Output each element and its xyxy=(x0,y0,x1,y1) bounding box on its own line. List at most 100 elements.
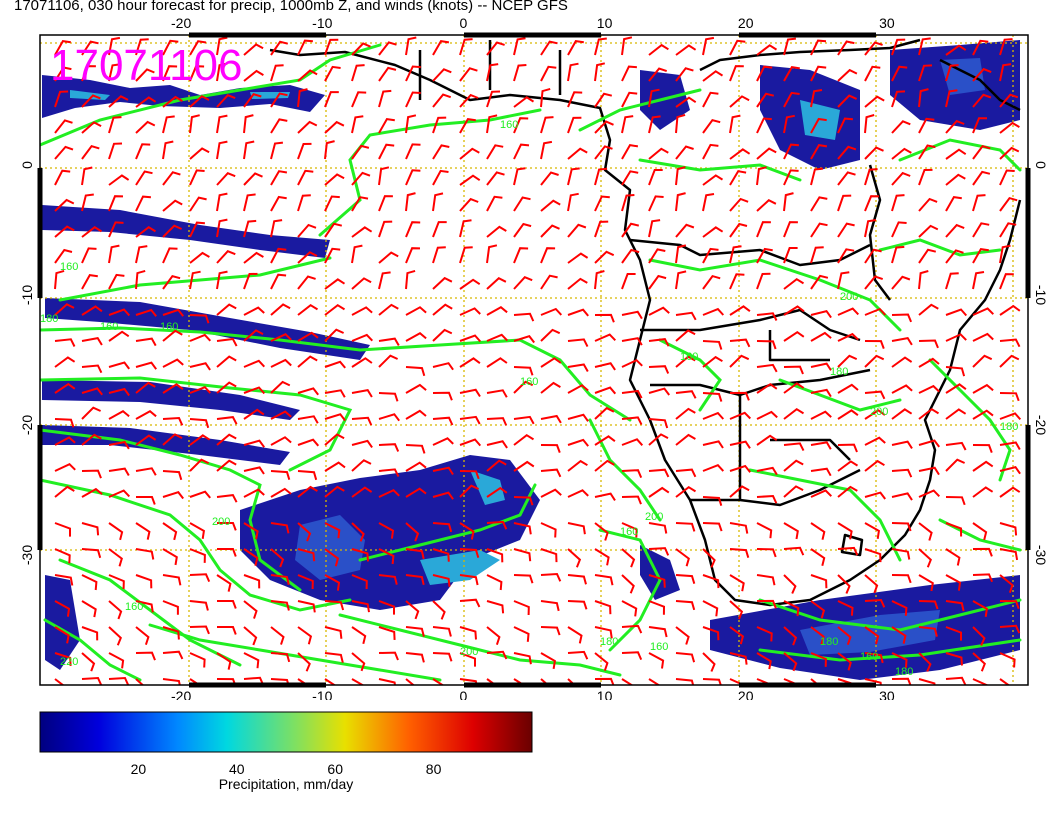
wind-barb xyxy=(702,91,719,108)
wind-barb xyxy=(432,93,452,108)
wind-barb xyxy=(486,144,504,160)
wind-barb xyxy=(162,247,178,264)
wind-barb xyxy=(837,248,855,264)
wind-barb xyxy=(837,171,856,186)
wind-barb xyxy=(837,332,859,342)
wind-barb xyxy=(999,678,1011,685)
wind-barb xyxy=(459,357,481,368)
wind-barb xyxy=(135,467,157,476)
wind-barb xyxy=(972,145,991,160)
wind-barb xyxy=(864,409,886,420)
wind-barb xyxy=(324,485,345,498)
wind-barb xyxy=(594,37,607,56)
wind-barb xyxy=(810,522,826,540)
wind-barb xyxy=(135,626,150,646)
wind-barb xyxy=(108,548,123,567)
wind-barb xyxy=(324,328,345,342)
wind-barb xyxy=(621,65,637,82)
wind-barb xyxy=(216,355,237,368)
wind-barb xyxy=(945,548,961,566)
wind-barb xyxy=(324,140,335,160)
contour-label: 160 xyxy=(60,261,78,273)
wind-barb xyxy=(567,91,583,108)
wind-barb xyxy=(108,63,121,82)
wind-barb xyxy=(648,88,660,108)
wind-barb xyxy=(540,140,553,160)
wind-barb xyxy=(864,652,884,664)
wind-barb xyxy=(189,333,212,342)
wind-barb xyxy=(108,308,131,317)
wind-barb xyxy=(837,600,854,616)
wind-barb xyxy=(270,247,287,264)
wind-barb xyxy=(405,600,420,620)
lat-tick-left: -10 xyxy=(19,285,35,305)
wind-barb xyxy=(513,496,534,506)
wind-barb xyxy=(351,277,372,290)
wind-barb xyxy=(810,246,824,264)
wind-barb xyxy=(432,466,454,476)
wind-barb xyxy=(270,118,288,134)
wind-barb xyxy=(594,548,610,566)
wind-barb xyxy=(162,358,184,368)
wind-barb xyxy=(459,118,476,134)
wind-barb xyxy=(243,219,257,238)
wind-barb xyxy=(675,166,686,186)
wind-barb xyxy=(945,173,966,186)
wind-barb xyxy=(270,380,291,394)
wind-barb xyxy=(378,271,391,290)
wind-barb xyxy=(81,406,102,420)
wind-barb xyxy=(648,115,661,134)
wind-barb xyxy=(54,303,75,316)
wind-barb xyxy=(675,244,687,264)
wind-barb xyxy=(891,90,906,108)
wind-barb xyxy=(405,574,425,586)
wind-barb xyxy=(810,678,820,685)
wind-barb xyxy=(972,170,991,186)
lon-tick-bottom: -20 xyxy=(171,688,191,700)
wind-barb xyxy=(189,196,207,212)
wind-barb xyxy=(189,114,200,134)
contour-label: 220 xyxy=(60,656,78,668)
wind-barb xyxy=(405,522,420,542)
wind-barb xyxy=(432,362,454,371)
wind-barb xyxy=(729,440,751,449)
wind-barb xyxy=(567,489,589,498)
contour-label: 200 xyxy=(840,291,858,303)
wind-barb xyxy=(945,441,967,451)
wind-barb xyxy=(918,439,940,448)
wind-barb xyxy=(270,303,291,316)
wind-barb xyxy=(297,548,316,562)
wind-barb xyxy=(270,170,288,186)
wind-barb xyxy=(405,444,426,454)
wind-barb xyxy=(81,600,97,618)
wind-barb xyxy=(81,274,98,290)
wind-barb xyxy=(216,192,228,212)
wind-barb xyxy=(432,652,453,662)
wind-barb xyxy=(540,274,558,290)
wind-barb xyxy=(567,384,589,394)
wind-barb xyxy=(81,487,103,498)
wind-barb xyxy=(756,221,771,238)
wind-barb xyxy=(351,244,363,264)
wind-barb xyxy=(351,459,372,472)
wind-barb xyxy=(729,522,749,534)
wind-barb xyxy=(162,274,181,290)
wind-barb xyxy=(648,169,663,186)
wind-barb xyxy=(81,40,99,56)
wind-barb xyxy=(783,305,805,316)
wind-barb xyxy=(621,574,635,594)
wind-barb xyxy=(513,96,535,108)
wind-barb xyxy=(972,67,992,82)
wind-barb xyxy=(891,468,913,478)
wind-barb xyxy=(297,251,318,264)
wind-barb xyxy=(594,406,615,420)
wind-barb xyxy=(783,114,795,134)
wind-barb xyxy=(108,330,130,342)
wind-barb xyxy=(513,117,529,134)
wind-barb xyxy=(324,574,341,591)
wind-barb xyxy=(216,303,237,316)
wind-barb xyxy=(324,247,341,264)
wind-barb xyxy=(756,522,773,539)
wind-barb xyxy=(243,488,265,498)
wind-barb xyxy=(54,678,65,685)
